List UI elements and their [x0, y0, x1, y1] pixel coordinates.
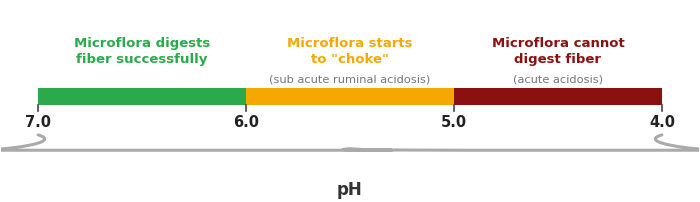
Text: 7.0: 7.0 — [25, 115, 51, 130]
Bar — [454, 88, 662, 105]
Bar — [38, 88, 246, 105]
Text: Microflora cannot
digest fiber: Microflora cannot digest fiber — [491, 37, 624, 66]
Text: (sub acute ruminal acidosis): (sub acute ruminal acidosis) — [270, 74, 430, 84]
Bar — [246, 88, 454, 105]
Text: Microflora starts
to "choke": Microflora starts to "choke" — [287, 37, 413, 66]
Text: 5.0: 5.0 — [441, 115, 467, 130]
Text: (acute acidosis): (acute acidosis) — [513, 74, 603, 84]
Text: pH: pH — [337, 181, 363, 199]
Text: 6.0: 6.0 — [233, 115, 259, 130]
Text: Microflora digests
fiber successfully: Microflora digests fiber successfully — [74, 37, 210, 66]
Text: 4.0: 4.0 — [649, 115, 675, 130]
